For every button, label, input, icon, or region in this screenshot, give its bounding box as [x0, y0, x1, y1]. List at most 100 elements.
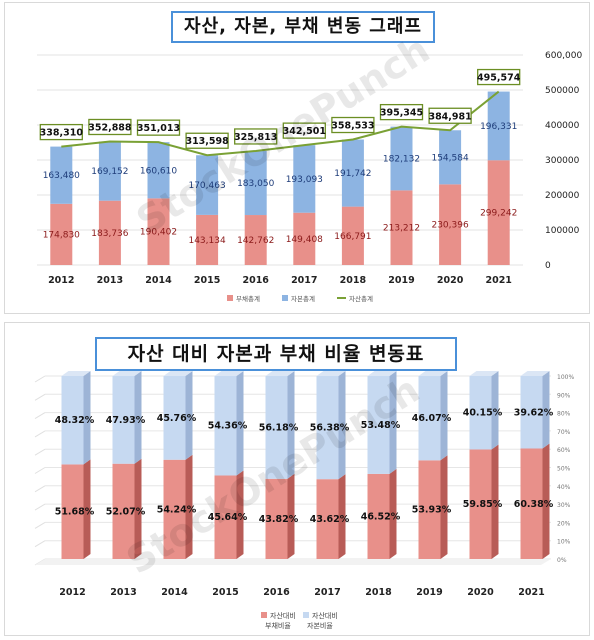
bar-top [265, 371, 295, 376]
y-tick-label: 70% [557, 429, 571, 436]
asset-label-box [282, 122, 326, 139]
bar-debt [316, 479, 339, 559]
bar-equity [147, 142, 170, 199]
gridline [34, 430, 46, 438]
legend-swatch [227, 295, 233, 301]
bar-label-equity: 48.32% [55, 415, 95, 426]
bar-label-equity: 170,463 [188, 181, 225, 191]
x-tick-label: 2016 [263, 587, 290, 598]
bar-label-equity: 154,584 [431, 153, 468, 163]
bar-label-equity: 39.62% [514, 407, 554, 418]
bar-equity [469, 376, 492, 450]
asset-label-box [234, 128, 278, 145]
bar-label-equity: 53.48% [361, 420, 401, 431]
legend-label: 자산대비 [312, 611, 338, 620]
bar-label-equity: 160,610 [140, 166, 177, 176]
bar-debt [147, 198, 170, 265]
gridline [34, 412, 46, 420]
gridline [34, 540, 46, 548]
asset-label: 338,310 [40, 128, 84, 139]
bar-label-equity: 169,152 [91, 167, 128, 177]
y-tick-label: 30% [557, 502, 571, 509]
bar-debt-side [287, 473, 295, 559]
bar-equity [367, 376, 390, 474]
bar-debt-side [542, 443, 550, 559]
y-tick-label: 100% [557, 374, 574, 381]
bar-label-equity: 183,050 [237, 179, 274, 189]
x-tick-label: 2015 [194, 275, 220, 286]
x-tick-label: 2014 [145, 275, 172, 286]
asset-label: 395,345 [380, 108, 423, 119]
bar-debt-side [185, 454, 193, 559]
asset-label-box [477, 68, 521, 86]
bar-top [316, 371, 346, 376]
bar-top [367, 371, 397, 376]
bar-debt-side [134, 458, 142, 559]
bar-equity [244, 150, 267, 216]
bar-label-debt: 59.85% [463, 499, 503, 510]
asset-label: 351,013 [137, 123, 180, 134]
bar-label-equity: 56.38% [310, 423, 350, 434]
x-tick-label: 2013 [110, 587, 136, 598]
chart-floor [35, 559, 551, 565]
bar-label-equity: 191,742 [334, 169, 371, 179]
bar-equity [214, 376, 237, 476]
gridline [34, 521, 46, 529]
bar-equity [520, 376, 543, 449]
y-tick-label: 40% [557, 484, 571, 491]
gridline [34, 375, 46, 383]
asset-label: 358,533 [331, 121, 374, 132]
bar-equity [487, 91, 510, 161]
asset-label-box [136, 119, 181, 136]
bar-equity-side [287, 371, 295, 479]
legend-label: 자본비율 [307, 621, 333, 630]
y-tick-label: 300000 [545, 156, 580, 166]
asset-label: 352,888 [88, 122, 132, 133]
bar-label-equity: 54.36% [208, 421, 248, 432]
bar-debt-side [338, 474, 346, 559]
legend-label: 자산총계 [349, 294, 373, 303]
y-tick-label: 100000 [545, 226, 580, 236]
bar-label-equity: 40.15% [463, 408, 503, 419]
bar-debt [98, 200, 121, 265]
bar-debt-side [83, 459, 91, 559]
bar-debt [487, 160, 510, 265]
x-tick-label: 2013 [97, 275, 123, 286]
bar-equity [293, 145, 316, 213]
asset-label-box [185, 132, 229, 149]
bar-label-debt: 142,762 [237, 236, 274, 246]
bar-equity [316, 376, 339, 480]
bar-label-debt: 45.64% [208, 512, 248, 523]
bar-label-debt: 60.38% [514, 499, 554, 510]
legend-label: 자산대비 [270, 611, 296, 620]
bar-top [112, 371, 142, 376]
asset-label-box [331, 116, 375, 134]
bar-debt [341, 206, 364, 265]
bar-equity [341, 139, 364, 207]
y-tick-label: 80% [557, 411, 571, 418]
x-tick-label: 2012 [59, 587, 85, 598]
bar-top [163, 371, 193, 376]
bar-label-debt: 143,134 [188, 236, 225, 246]
bar-label-debt: 43.82% [259, 514, 299, 525]
bar-debt [439, 184, 462, 265]
y-tick-label: 400000 [545, 121, 580, 131]
legend-label: 부채총계 [236, 294, 260, 303]
bar-label-debt: 174,830 [43, 230, 80, 240]
chart-title: 자산, 자본, 부채 변동 그래프 [171, 11, 435, 43]
asset-label-box [39, 123, 83, 141]
bar-label-equity: 196,331 [480, 122, 517, 132]
bar-label-debt: 299,242 [480, 209, 517, 219]
x-tick-label: 2017 [291, 275, 317, 286]
x-tick-label: 2021 [485, 275, 511, 286]
x-tick-label: 2018 [340, 275, 367, 286]
bar-equity [265, 376, 288, 479]
bar-debt [265, 478, 288, 559]
bar-equity [112, 376, 135, 464]
bar-debt [469, 449, 492, 559]
x-tick-label: 2020 [467, 587, 494, 598]
bar-label-debt: 230,396 [431, 221, 468, 231]
x-tick-label: 2019 [388, 275, 414, 286]
bar-debt [520, 448, 543, 559]
y-tick-label: 0% [557, 557, 567, 564]
